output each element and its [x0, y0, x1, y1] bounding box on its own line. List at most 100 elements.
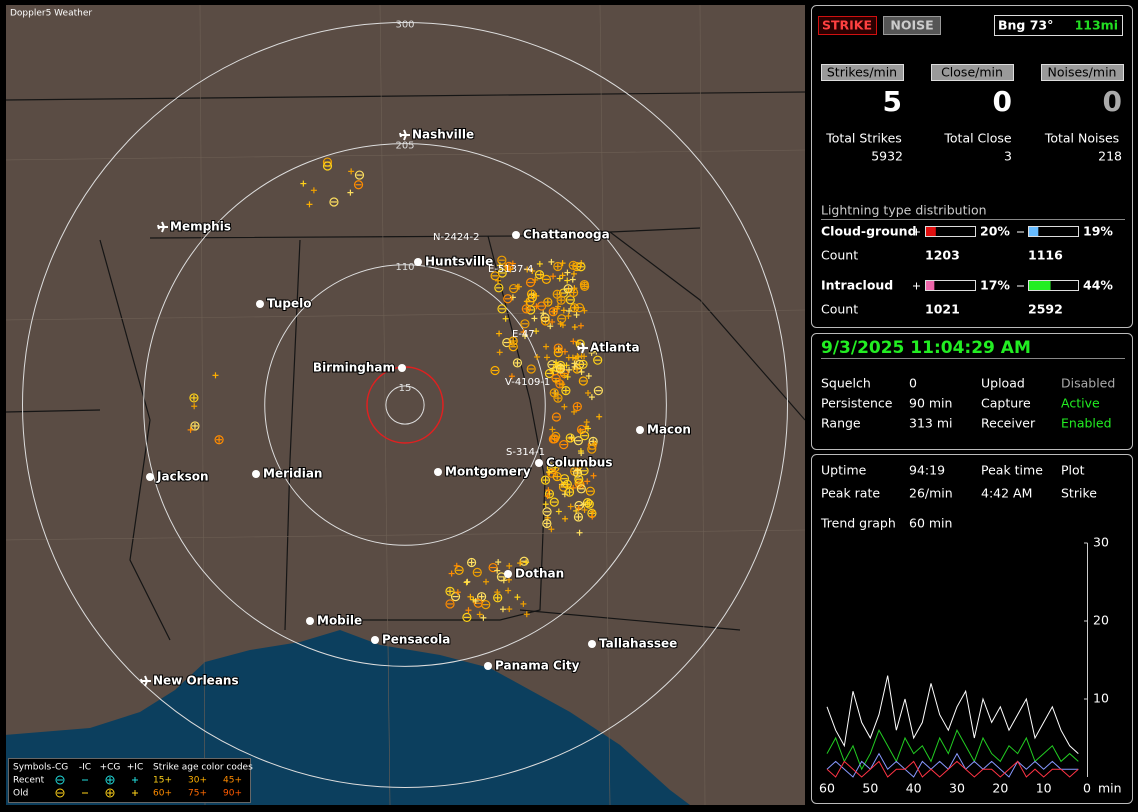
- strike-symbol: [512, 358, 523, 368]
- total-label: Total Noises: [1044, 131, 1119, 146]
- bearing: Bng 73°: [998, 18, 1053, 33]
- strike-button[interactable]: [818, 16, 877, 35]
- strike-symbol: [445, 586, 455, 596]
- status-cell: 0: [909, 376, 917, 391]
- city-label: Pensacola: [382, 633, 450, 647]
- trend-line: [826, 760, 1079, 778]
- total-label: Total Strikes: [825, 131, 902, 146]
- strike-symbol: [354, 170, 365, 180]
- strike-symbol: [542, 518, 552, 529]
- status-cell: Upload: [981, 376, 1025, 391]
- legend-symbol: [105, 775, 115, 785]
- type-name: Intracloud: [821, 278, 893, 293]
- range-ring: [22, 22, 788, 788]
- airport-icon: [399, 129, 410, 141]
- strike-symbol: [497, 255, 507, 265]
- strike-symbol: [551, 412, 562, 422]
- x-tick-label: 40: [906, 781, 922, 796]
- percent-track: [1028, 280, 1079, 291]
- strike-symbol: [540, 475, 551, 485]
- range-label: 205: [395, 141, 414, 152]
- count-label: Count: [821, 302, 858, 317]
- legend-symbol-type: -CG: [52, 763, 69, 773]
- strike-symbol: [520, 319, 530, 329]
- noise-button[interactable]: [883, 16, 941, 35]
- city-dot: [636, 426, 644, 434]
- range-label: 300: [395, 20, 414, 31]
- percent-bar: [1029, 281, 1051, 290]
- strike-symbol: [540, 316, 551, 326]
- legend-row-label: Recent: [13, 776, 45, 786]
- strike-symbol: [553, 261, 563, 272]
- strike-symbol: [214, 435, 224, 445]
- strike-symbol: [189, 393, 199, 403]
- strike-symbol: [322, 161, 333, 171]
- strike-symbol: [353, 180, 364, 190]
- total-value: 3: [1004, 149, 1012, 164]
- strike-symbol: [551, 431, 561, 441]
- strike-symbol: [467, 557, 477, 568]
- legend-symbol-type: +CG: [100, 763, 121, 773]
- strike-symbol: [593, 386, 603, 396]
- type-name: Cloud-ground: [821, 224, 917, 239]
- city-dot: [371, 636, 379, 644]
- strike-symbol: [548, 307, 558, 317]
- city-label: Birmingham: [313, 361, 395, 375]
- percent-label: 20%: [980, 224, 1010, 239]
- range-ring: [264, 264, 546, 546]
- range-label: 15: [399, 383, 412, 394]
- status-cell: Persistence: [821, 396, 893, 411]
- legend-age: 60+: [153, 789, 172, 799]
- strike-symbol: [565, 433, 575, 443]
- trend-label: Trend graph: [820, 516, 896, 531]
- status-cell: Receiver: [981, 416, 1036, 431]
- rate-label: Strikes/min: [827, 65, 897, 80]
- stats-cell: 26/min: [909, 486, 953, 501]
- city-dot: [512, 231, 520, 239]
- strike-symbol: [473, 598, 483, 608]
- rate-value: 0: [993, 85, 1012, 118]
- strike-symbol: [552, 289, 562, 299]
- city-label: Jackson: [156, 470, 209, 484]
- legend-age: 15+: [153, 776, 172, 786]
- rate-label: Close/min: [941, 65, 1003, 80]
- strike-symbol: [593, 355, 603, 365]
- percent-track: [1028, 226, 1079, 237]
- strike-symbol: [552, 471, 562, 482]
- strike-symbol: [497, 304, 507, 314]
- strike-symbol: [502, 337, 512, 348]
- strike-symbol: [462, 612, 472, 622]
- city-dot: [306, 617, 314, 625]
- status-cell: Active: [1061, 396, 1100, 411]
- legend-symbol: [55, 788, 65, 798]
- city-label: Tupelo: [267, 297, 312, 311]
- legend-symbol-type: +IC: [127, 763, 143, 773]
- strike-symbol: [548, 434, 558, 444]
- strike-symbol: [553, 393, 563, 403]
- city-dot: [504, 570, 512, 578]
- strike-symbol: [526, 364, 536, 374]
- legend-age: 30+: [188, 776, 207, 786]
- status-cell: Enabled: [1061, 416, 1112, 431]
- rate-value: 0: [1103, 85, 1122, 118]
- legend-label: Strike age color codes: [153, 763, 253, 773]
- trend-line: [826, 752, 1079, 778]
- strike-symbol: [488, 562, 498, 573]
- legend-symbol-type: -IC: [79, 763, 91, 773]
- strike-symbol: [573, 436, 583, 446]
- city-dot: [414, 258, 422, 266]
- status-cell: 90 min: [909, 396, 952, 411]
- strike-symbol: [445, 599, 455, 609]
- strike-symbol: [561, 385, 571, 396]
- rate-button[interactable]: [821, 64, 904, 81]
- rate-button[interactable]: [1041, 64, 1124, 81]
- city-dot: [398, 364, 406, 372]
- strike-symbol: [573, 512, 584, 522]
- radar-map: 300 205 110 15 Nashville Memphis Chattanooga Hu…: [6, 5, 805, 805]
- strike-symbol: [576, 484, 586, 494]
- x-tick-label: 60: [819, 781, 835, 796]
- strike-symbol: [503, 294, 513, 304]
- strike-symbol: [525, 277, 536, 288]
- city-label: Montgomery: [445, 465, 531, 479]
- rate-button[interactable]: [931, 64, 1014, 81]
